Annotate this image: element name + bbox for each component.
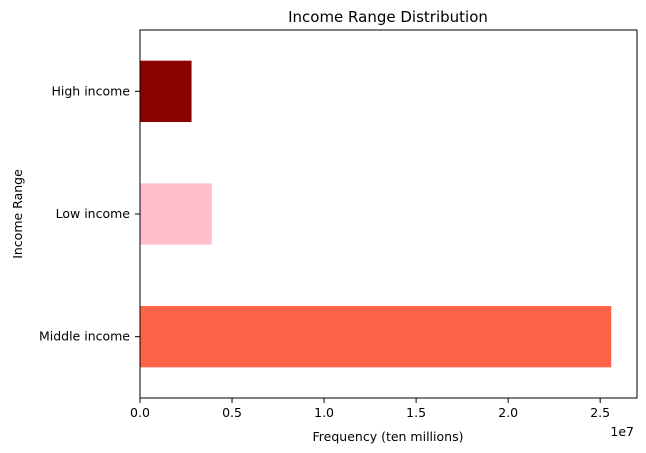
x-axis-offset-label: 1e7 [610,424,634,439]
chart-title: Income Range Distribution [288,8,488,26]
x-tick-label-1: 0.5 [222,405,242,420]
y-axis: Middle income Low income High income [39,83,140,344]
x-tick-label-3: 1.5 [406,405,426,420]
x-axis-label: Frequency (ten millions) [313,429,464,444]
bar-middle-income [140,306,612,368]
x-tick-label-5: 2.5 [590,405,610,420]
x-tick-label-0: 0.0 [130,405,150,420]
x-axis: 0.0 0.5 1.0 1.5 2.0 2.5 [130,398,610,420]
y-tick-label-low-income: Low income [56,206,131,221]
x-tick-label-2: 1.0 [314,405,334,420]
y-axis-label: Income Range [10,169,25,259]
bar-low-income [140,183,212,245]
y-tick-label-middle-income: Middle income [39,329,130,344]
x-tick-label-4: 2.0 [498,405,518,420]
y-tick-label-high-income: High income [52,83,131,98]
bars-group [140,60,612,368]
bar-high-income [140,60,192,122]
